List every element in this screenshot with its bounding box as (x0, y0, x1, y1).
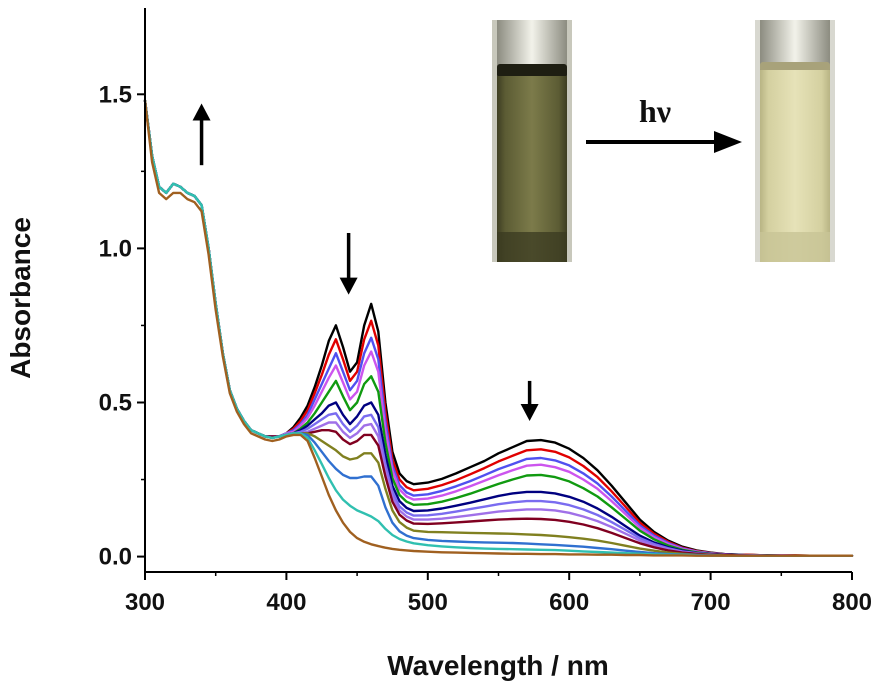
hv-label: hν (639, 93, 671, 129)
hv-arrow-head (714, 131, 742, 153)
x-axis-title: Wavelength / nm (387, 650, 608, 681)
cuvette-after-base (760, 232, 830, 262)
annotation-arrows (192, 103, 539, 421)
x-tick-label: 800 (832, 589, 872, 616)
inset-photos: hν (492, 20, 835, 262)
cuvette-after-meniscus (760, 62, 830, 72)
x-tick-label: 500 (408, 589, 448, 616)
series-line-13 (143, 99, 854, 557)
series-group (143, 99, 854, 557)
y-tick-label: 0.0 (99, 544, 132, 571)
x-tick-label: 400 (266, 589, 306, 616)
y-tick-label: 1.0 (99, 235, 132, 262)
spectral-arrow-3-down (520, 380, 539, 421)
y-tick-label: 1.5 (99, 81, 132, 108)
cuvette-before-glass (497, 20, 567, 70)
y-tick-label: 0.5 (99, 389, 132, 416)
cuvette-before-solution (497, 76, 567, 262)
x-tick-label: 700 (691, 589, 731, 616)
x-tick-label: 300 (125, 589, 165, 616)
cuvette-before-meniscus (497, 64, 567, 78)
cuvette-after-glass (760, 20, 830, 70)
spectral-arrow-1-up (192, 103, 211, 166)
cuvette-after-solution (760, 70, 830, 262)
spectral-arrow-2-down (339, 232, 358, 295)
y-axis-title: Absorbance (5, 217, 36, 379)
cuvette-before-base (497, 232, 567, 262)
axis-ticks: 300 400 500 600 700 800 0.0 0.5 1.0 1.5 (99, 81, 872, 616)
x-tick-label: 600 (549, 589, 589, 616)
